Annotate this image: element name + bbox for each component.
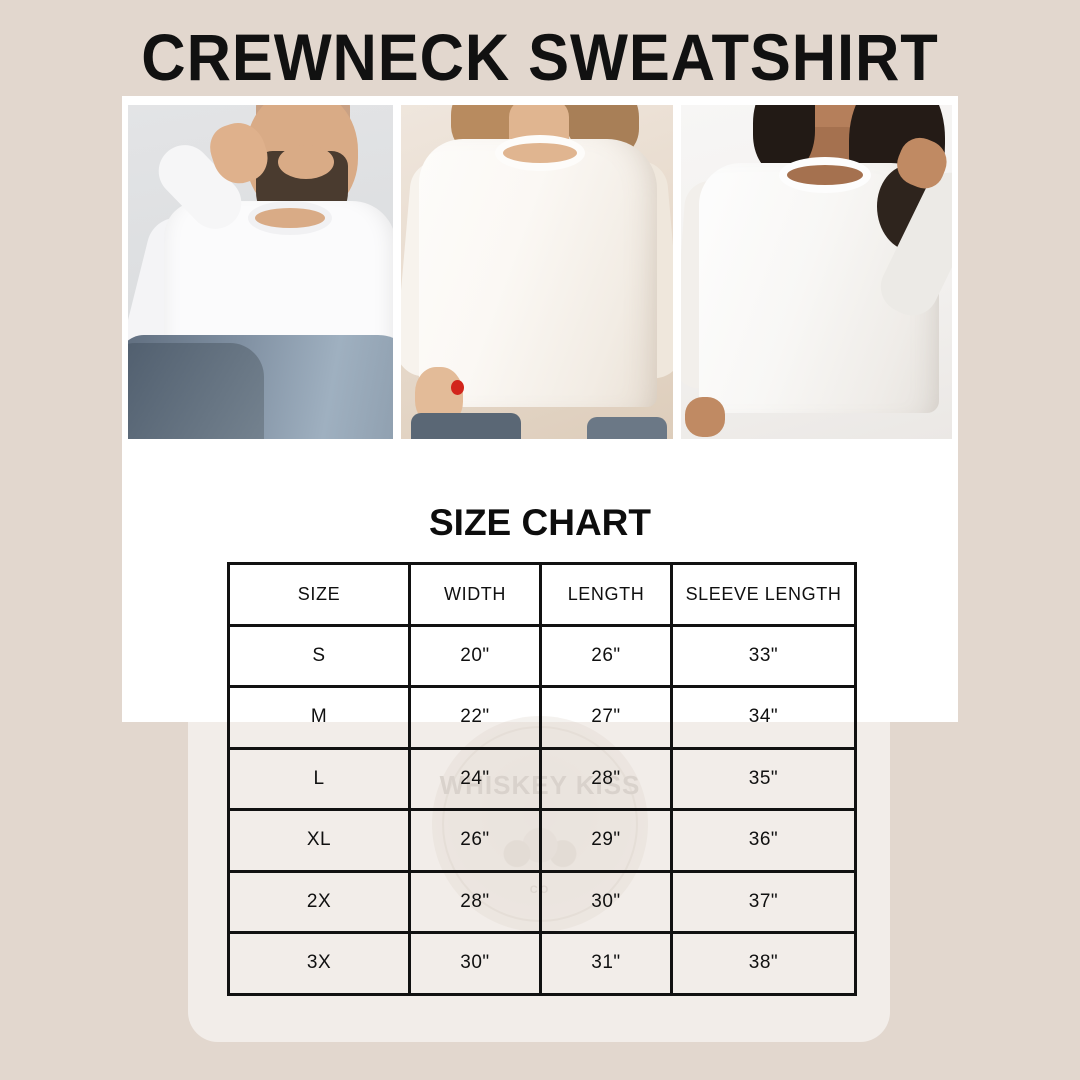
photo3-lower-hand bbox=[685, 397, 725, 437]
photo2-red-nail bbox=[451, 380, 464, 395]
photo1-crew-collar bbox=[248, 201, 332, 235]
table-row: S 20" 26" 33" bbox=[227, 623, 857, 688]
cell-sleeve: 34" bbox=[670, 685, 857, 750]
cell-width: 26" bbox=[408, 808, 542, 873]
page-title: CREWNECK SWEATSHIRT bbox=[141, 20, 939, 94]
column-header-length: LENGTH bbox=[539, 562, 673, 627]
table-row: M 22" 27" 34" bbox=[227, 685, 857, 750]
photo-strip bbox=[128, 105, 952, 439]
table-header-row: SIZE WIDTH LENGTH SLEEVE LENGTH bbox=[227, 562, 857, 627]
photo-woman-torso-crewneck bbox=[401, 105, 673, 439]
photo1-cheek bbox=[278, 145, 334, 179]
cell-length: 29" bbox=[539, 808, 673, 873]
size-chart-body: S 20" 26" 33" M 22" 27" 34" L 24" 28" 35… bbox=[227, 623, 857, 996]
table-row: 2X 28" 30" 37" bbox=[227, 869, 857, 934]
photo-man-white-crewneck bbox=[128, 105, 393, 439]
cell-sleeve: 35" bbox=[670, 746, 857, 811]
column-header-size: SIZE bbox=[227, 562, 411, 627]
cell-width: 22" bbox=[408, 685, 542, 750]
cell-width: 20" bbox=[408, 623, 542, 688]
photo1-jeans-leg bbox=[128, 343, 264, 439]
cell-width: 30" bbox=[408, 931, 542, 996]
cell-length: 26" bbox=[539, 623, 673, 688]
photo2-sweatshirt-body bbox=[419, 139, 657, 407]
column-header-width: WIDTH bbox=[408, 562, 542, 627]
cell-size: L bbox=[227, 746, 411, 811]
photo3-crew-collar bbox=[779, 157, 871, 193]
cell-length: 30" bbox=[539, 869, 673, 934]
cell-sleeve: 38" bbox=[670, 931, 857, 996]
cell-sleeve: 37" bbox=[670, 869, 857, 934]
table-row: 3X 30" 31" 38" bbox=[227, 931, 857, 996]
cell-width: 24" bbox=[408, 746, 542, 811]
photo2-jeans-left bbox=[411, 413, 521, 439]
cell-size: M bbox=[227, 685, 411, 750]
cell-size: S bbox=[227, 623, 411, 688]
size-chart-table: SIZE WIDTH LENGTH SLEEVE LENGTH S 20" 26… bbox=[227, 562, 857, 996]
photo2-jeans-right bbox=[587, 417, 667, 439]
cell-sleeve: 33" bbox=[670, 623, 857, 688]
cell-sleeve: 36" bbox=[670, 808, 857, 873]
cell-size: XL bbox=[227, 808, 411, 873]
photo2-crew-collar bbox=[495, 135, 585, 171]
cell-length: 27" bbox=[539, 685, 673, 750]
cell-size: 3X bbox=[227, 931, 411, 996]
cell-length: 31" bbox=[539, 931, 673, 996]
cell-size: 2X bbox=[227, 869, 411, 934]
column-header-sleeve-length: SLEEVE LENGTH bbox=[670, 562, 857, 627]
table-row: XL 26" 29" 36" bbox=[227, 808, 857, 873]
cell-length: 28" bbox=[539, 746, 673, 811]
photo-woman-dark-hair-crewneck bbox=[681, 105, 952, 439]
cell-width: 28" bbox=[408, 869, 542, 934]
size-chart-heading: SIZE CHART bbox=[429, 502, 651, 543]
table-row: L 24" 28" 35" bbox=[227, 746, 857, 811]
